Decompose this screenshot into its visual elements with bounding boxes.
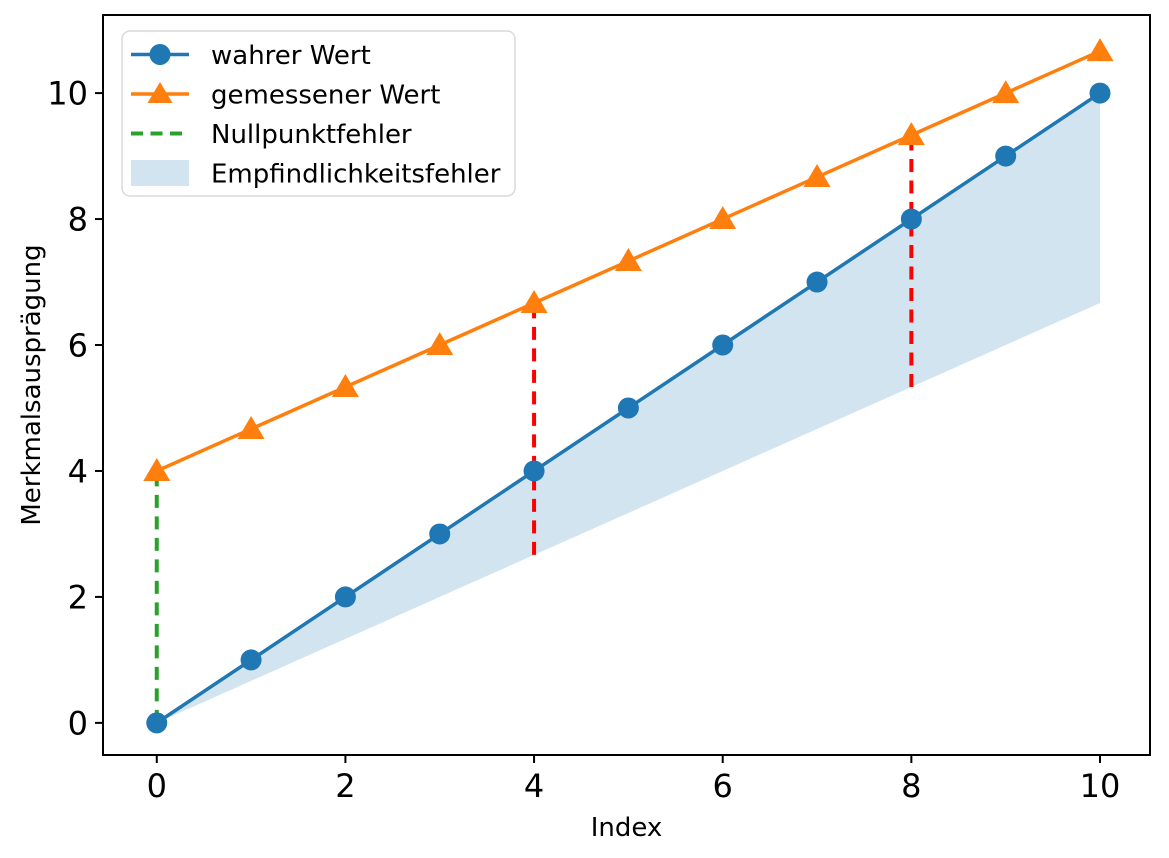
- y-tick-label: 4: [68, 452, 88, 490]
- marker-circle: [806, 271, 828, 293]
- x-tick-label: 8: [901, 767, 921, 805]
- marker-triangle: [992, 80, 1020, 104]
- y-axis-label: Merkmalsausprägung: [17, 244, 47, 525]
- legend-item-label: wahrer Wert: [211, 41, 371, 71]
- series-gemessener-wert: [143, 38, 1114, 481]
- y-tick-label: 8: [68, 201, 88, 239]
- x-tick-label: 6: [713, 767, 733, 805]
- marker-circle: [523, 460, 545, 482]
- y-tick-label: 10: [47, 75, 88, 113]
- legend: wahrer Wert gemessener Wert Nullpunktfehle…: [121, 30, 516, 197]
- legend-item-empfindlichkeitsfehler: Empfindlichkeitsfehler: [131, 160, 501, 190]
- legend-item-label: gemessener Wert: [211, 81, 440, 111]
- marker-triangle: [803, 164, 831, 188]
- axes-frame: [102, 14, 1151, 756]
- marker-circle: [900, 208, 922, 230]
- marker-circle: [240, 649, 262, 671]
- legend-sample-patch: [131, 160, 189, 186]
- y-axis: 0 2 4 6 8 10 Merkmalsausprägung: [17, 75, 103, 742]
- y-tick-label: 0: [68, 704, 88, 742]
- marker-circle: [995, 145, 1017, 167]
- legend-marker-circle-icon: [149, 44, 171, 65]
- y-tick-label: 6: [68, 327, 88, 365]
- legend-item-label: Empfindlichkeitsfehler: [211, 160, 501, 190]
- marker-triangle: [1086, 38, 1114, 62]
- legend-item-gemessener-wert: gemessener Wert: [131, 81, 440, 111]
- legend-box: [121, 30, 516, 197]
- marker-circle: [617, 397, 639, 419]
- x-tick-label: 10: [1080, 767, 1121, 805]
- marker-circle: [334, 586, 356, 608]
- marker-triangle: [520, 290, 548, 314]
- marker-triangle: [709, 206, 737, 230]
- marker-circle: [1089, 82, 1111, 104]
- marker-circle: [146, 712, 168, 734]
- x-tick-label: 2: [335, 767, 355, 805]
- legend-item-label: Nullpunktfehler: [211, 120, 412, 150]
- y-tick-label: 2: [68, 578, 88, 616]
- marker-triangle: [426, 332, 454, 356]
- marker-circle: [712, 334, 734, 356]
- legend-item-wahrer-wert: wahrer Wert: [131, 41, 371, 71]
- legend-marker-triangle-icon: [147, 82, 173, 103]
- marker-circle: [429, 523, 451, 545]
- x-tick-label: 0: [147, 767, 167, 805]
- marker-triangle: [143, 457, 171, 481]
- marker-triangle: [237, 415, 265, 439]
- marker-triangle: [331, 374, 359, 398]
- legend-item-nullpunktfehler: Nullpunktfehler: [131, 120, 412, 150]
- marker-triangle: [614, 248, 642, 272]
- marker-triangle: [897, 122, 925, 146]
- series-wahrer-wert: [146, 82, 1111, 734]
- x-tick-label: 4: [524, 767, 544, 805]
- x-axis: 0 2 4 6 8 10 Index: [147, 755, 1121, 843]
- x-axis-label: Index: [591, 813, 663, 843]
